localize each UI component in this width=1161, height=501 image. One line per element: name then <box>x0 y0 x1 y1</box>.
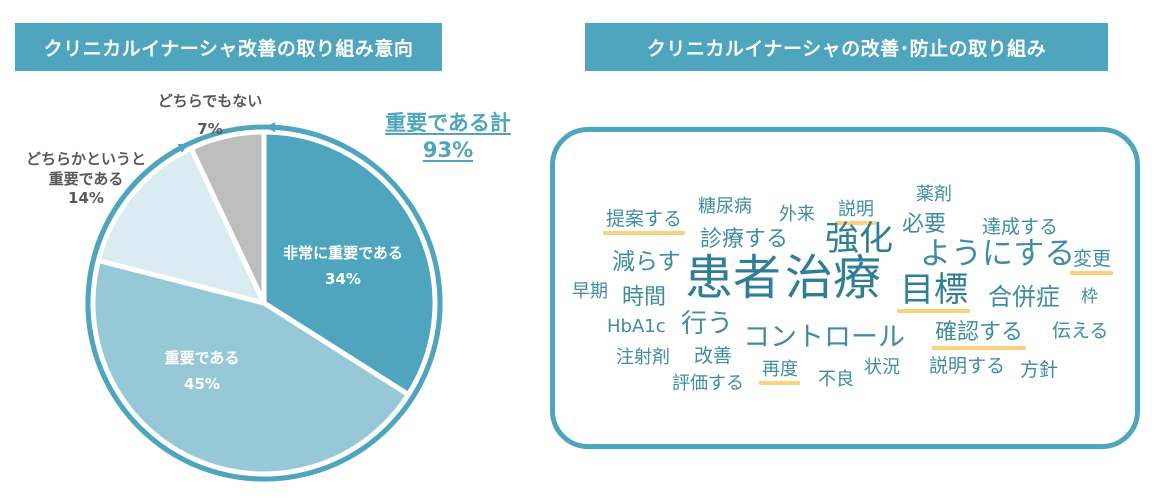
slice-label-somewhat-important: どちらかというと 重要である 14% <box>16 150 156 209</box>
cloud-word: 糖尿病 <box>698 196 752 217</box>
cloud-word: 提案する <box>606 208 683 230</box>
cloud-word: 目標 <box>900 270 968 310</box>
slice-label-text-line1: どちらかというと <box>25 150 146 168</box>
slice-somewhat-important <box>95 145 267 306</box>
slice-label-value: 7% <box>197 120 223 139</box>
highlight-underline <box>932 346 1026 350</box>
slice-label-text: 非常に重要である <box>283 244 403 262</box>
cloud-word: 不良 <box>818 369 854 390</box>
slice-label-text: どちらでもない <box>157 92 263 110</box>
cloud-word: 薬剤 <box>916 184 952 205</box>
slice-label-text-line2: 重要である <box>48 169 124 188</box>
cloud-word: 早期 <box>572 281 608 302</box>
left-arrow-arc <box>92 143 189 256</box>
cloud-word: HbA1c <box>607 316 666 337</box>
slice-label-text: 重要である <box>164 349 240 367</box>
cloud-word: ようにする <box>920 236 1076 272</box>
highlight-underline <box>897 309 971 313</box>
cloud-word: 方針 <box>1020 359 1059 381</box>
slice-label-important: 重要である 45% <box>132 348 272 395</box>
cloud-word: 説明 <box>838 199 874 220</box>
highlight-underline <box>835 221 876 225</box>
cloud-word: 患者 <box>685 250 782 306</box>
highlight-underline <box>603 231 685 235</box>
cloud-word: 変更 <box>1073 248 1112 270</box>
cloud-word: 行う <box>681 309 734 339</box>
highlight-underline <box>1070 271 1113 275</box>
cloud-word: 外来 <box>779 204 815 225</box>
slice-label-value: 14% <box>68 189 104 207</box>
cloud-word: 必要 <box>902 212 947 237</box>
slice-label-neutral: どちらでもない 7% <box>140 91 280 140</box>
cloud-word: 確認する <box>935 320 1024 345</box>
cloud-word: 時間 <box>622 285 667 310</box>
word-cloud-frame <box>550 127 1140 449</box>
important-total-annotation: 重要である計 93% <box>368 110 528 165</box>
slice-important <box>90 257 411 477</box>
left-panel-title: クリニカルイナーシャ改善の取り組み意向 <box>15 23 442 71</box>
cloud-word: 注射剤 <box>616 347 670 368</box>
cloud-word: 伝える <box>1052 320 1109 342</box>
pie-slices <box>90 129 438 477</box>
right-panel-title: クリニカルイナーシャの改善･防止の取り組み <box>585 23 1108 71</box>
total-label: 重要である計 <box>385 111 511 135</box>
total-arrow-arc <box>85 122 443 482</box>
slice-label-value: 34% <box>325 270 361 289</box>
cloud-word: 達成する <box>982 216 1059 238</box>
slice-label-value: 45% <box>184 375 220 394</box>
pie-chart-graphic <box>85 122 443 482</box>
cloud-word: コントロール <box>743 322 905 353</box>
total-value: 93% <box>422 138 474 163</box>
cloud-word: 治療 <box>785 250 882 306</box>
cloud-word: 減らす <box>612 249 681 275</box>
cloud-word: 再度 <box>762 359 798 380</box>
cloud-word: 強化 <box>825 219 893 259</box>
highlight-underline <box>759 381 800 385</box>
cloud-word: 説明する <box>929 355 1006 377</box>
pie-chart: 非常に重要である 34% 重要である 45% どちらかというと 重要である 14… <box>0 0 580 497</box>
cloud-word: 状況 <box>864 357 900 378</box>
cloud-word: 診療する <box>700 227 789 252</box>
slice-label-very-important: 非常に重要である 34% <box>268 243 418 290</box>
slice-neutral <box>188 129 267 306</box>
cloud-word: 合併症 <box>988 283 1060 311</box>
cloud-word: 改善 <box>694 345 733 367</box>
cloud-word: 評価する <box>672 373 744 394</box>
cloud-word: 枠 <box>1081 287 1098 307</box>
